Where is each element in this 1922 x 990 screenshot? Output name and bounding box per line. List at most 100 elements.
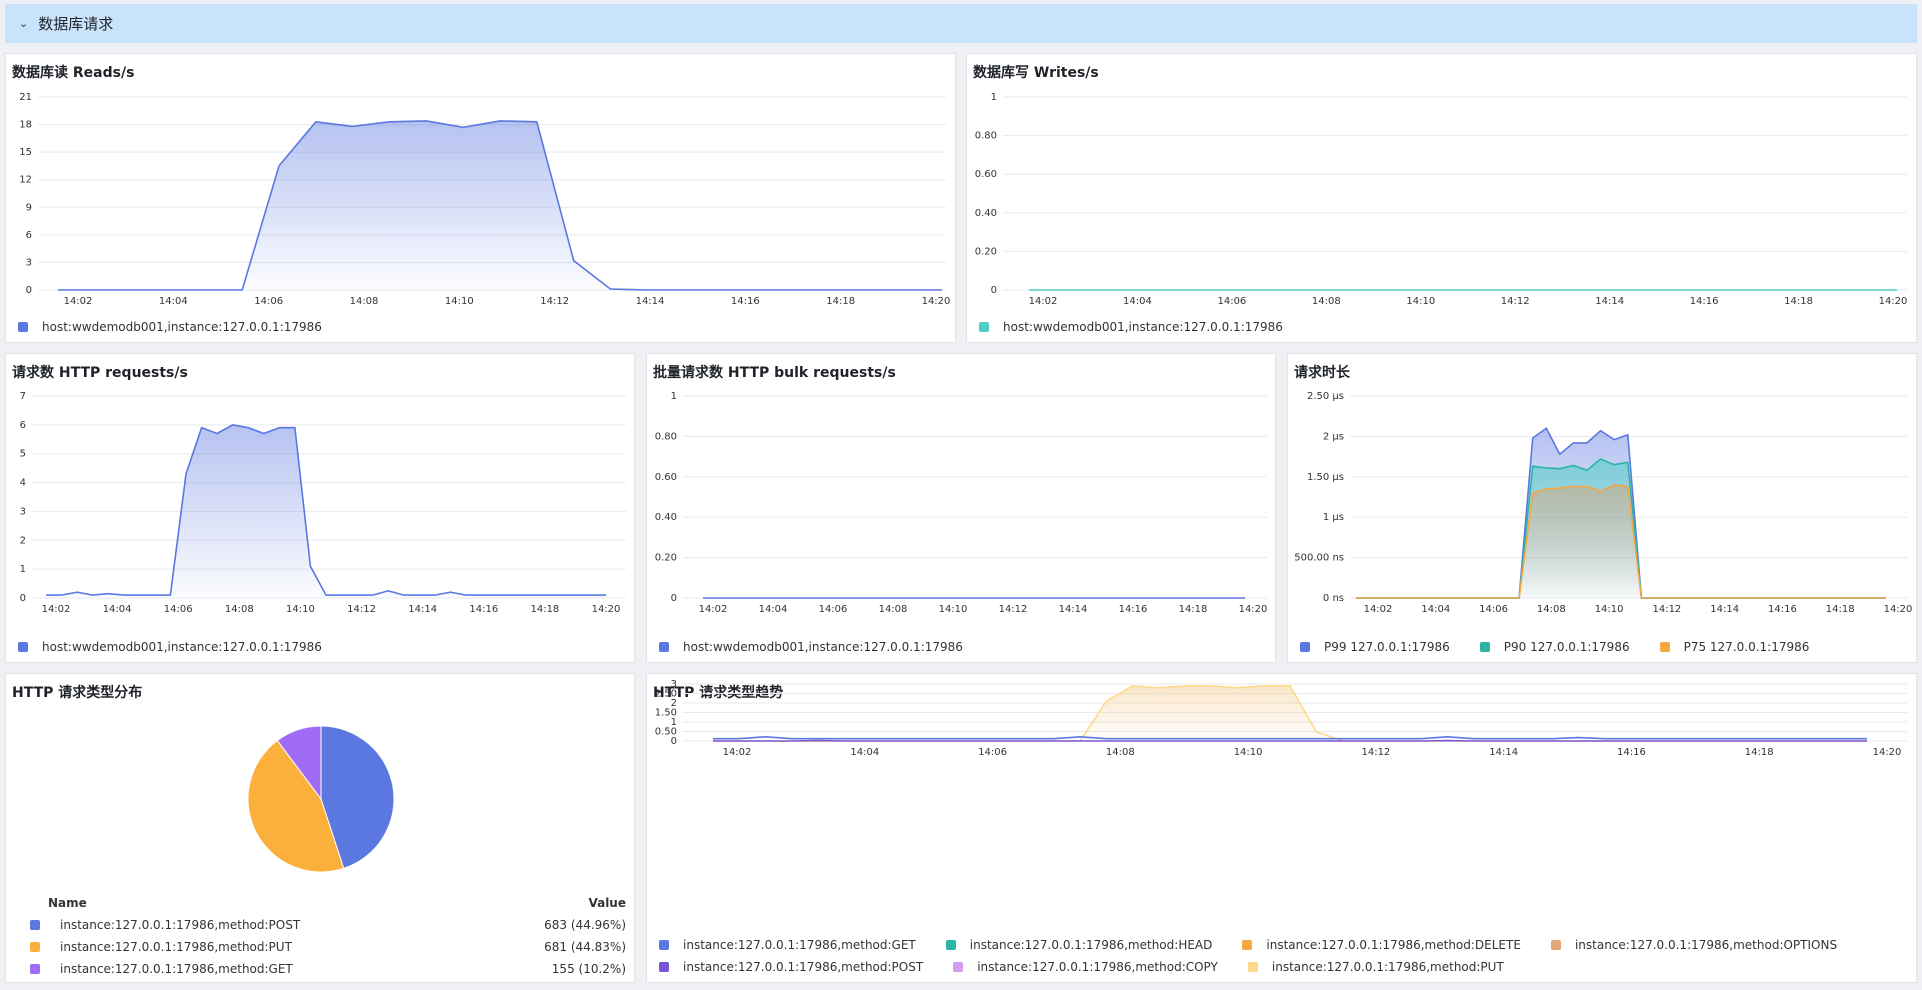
x-tick-label: 14:04 [1421,604,1450,615]
pie-legend-table: Name Value instance:127.0.0.1:17986,meth… [18,892,626,980]
x-tick-label: 14:14 [1059,604,1088,615]
y-tick-label: 1 µs [1323,512,1344,523]
y-tick-label: 12 [19,175,32,186]
legend-item[interactable]: host:wwdemodb001,instance:127.0.0.1:1798… [18,636,322,658]
x-tick-label: 14:10 [1234,747,1263,758]
panel-title: 数据库写 Writes/s [973,65,1099,81]
y-tick-label: 0 ns [1323,593,1344,604]
x-tick-label: 14:06 [819,604,848,615]
y-tick-label: 9 [26,202,32,213]
legend-item[interactable]: host:wwdemodb001,instance:127.0.0.1:1798… [659,636,963,658]
writes-chart: 0 0.20 0.40 0.60 0.80 1 14:02 14:04 14:06 14:08 14… [975,92,1908,307]
legend-item[interactable]: instance:127.0.0.1:17986,method:DELETE [1242,934,1521,956]
x-tick-label: 14:02 [64,296,93,307]
x-tick-label: 14:10 [286,604,315,615]
x-tick-label: 14:02 [1029,296,1058,307]
x-tick-label: 14:08 [879,604,908,615]
x-tick-label: 14:04 [103,604,132,615]
chart-legend: host:wwdemodb001,instance:127.0.0.1:1798… [18,636,352,658]
table-row[interactable]: instance:127.0.0.1:17986,method:PUT 681 … [18,936,626,958]
table-row[interactable]: instance:127.0.0.1:17986,method:GET 155 … [18,958,626,980]
x-tick-label: 14:16 [1768,604,1797,615]
x-tick-label: 14:10 [1595,604,1624,615]
legend-item[interactable]: P99 127.0.0.1:17986 [1300,636,1450,658]
y-tick-label: 0.20 [655,553,677,564]
legend-item[interactable]: instance:127.0.0.1:17986,method:GET [659,934,916,956]
x-tick-label: 14:10 [939,604,968,615]
y-tick-label: 2 µs [1323,431,1344,442]
section-title: 数据库请求 [38,15,114,33]
x-tick-label: 14:20 [592,604,621,615]
y-tick-label: 1.50 µs [1307,472,1344,483]
x-tick-label: 14:04 [850,747,879,758]
x-tick-label: 14:04 [159,296,188,307]
y-tick-label: 2 [20,535,26,546]
chart-legend: host:wwdemodb001,instance:127.0.0.1:1798… [18,316,352,338]
x-tick-label: 14:06 [164,604,193,615]
x-tick-label: 14:16 [1119,604,1148,615]
x-tick-label: 14:14 [1595,296,1624,307]
panel-title: 数据库读 Reads/s [12,65,135,81]
y-tick-label: 0 [20,593,26,604]
x-tick-label: 14:20 [1879,296,1908,307]
legend-item[interactable]: instance:127.0.0.1:17986,method:COPY [953,956,1218,978]
x-tick-label: 14:20 [1873,747,1902,758]
y-tick-label: 6 [26,230,32,241]
y-tick-label: 2.50 µs [1307,391,1344,402]
legend-item[interactable]: P75 127.0.0.1:17986 [1659,636,1809,658]
legend-item[interactable]: host:wwdemodb001,instance:127.0.0.1:1798… [979,316,1283,338]
x-tick-label: 14:18 [1179,604,1208,615]
y-tick-label: 0.20 [975,246,997,257]
series-line [1356,484,1886,599]
x-tick-label: 14:16 [1690,296,1719,307]
panel-db-reads: 数据库读 Reads/s 0 3 6 9 12 15 18 21 14:02 14:04 14:06… [5,53,956,343]
legend-item[interactable]: instance:127.0.0.1:17986,method:OPTIONS [1550,934,1837,956]
x-tick-label: 14:12 [1652,604,1681,615]
legend-item[interactable]: instance:127.0.0.1:17986,method:POST [659,956,923,978]
chart-legend: P99 127.0.0.1:17986 P90 127.0.0.1:17986 … [1300,636,1839,658]
x-tick-label: 14:20 [1884,604,1913,615]
chart-legend: host:wwdemodb001,instance:127.0.0.1:1798… [979,316,1313,338]
panel-request-latency: 请求时长 0 ns 500.00 ns 1 µs 1.50 µs 2 µs 2.50 µs… [1287,353,1917,663]
section-header[interactable]: ⌄ 数据库请求 [5,4,1917,43]
panel-title: 请求数 HTTP requests/s [12,365,188,381]
y-tick-label: 7 [20,391,26,402]
x-tick-label: 14:06 [978,747,1007,758]
y-tick-label: 0.40 [975,208,997,219]
panel-title: HTTP 请求类型分布 [12,685,143,701]
chevron-down-icon[interactable]: ⌄ [19,17,29,30]
x-tick-label: 14:06 [254,296,283,307]
x-tick-label: 14:18 [1784,296,1813,307]
y-tick-label: 3 [20,506,26,517]
legend-item[interactable]: host:wwdemodb001,instance:127.0.0.1:1798… [18,316,322,338]
y-tick-label: 0.80 [975,131,997,142]
legend-item[interactable]: P90 127.0.0.1:17986 [1479,636,1630,658]
x-tick-label: 14:12 [540,296,569,307]
x-tick-label: 14:16 [1617,747,1646,758]
y-tick-label: 2.50 [655,689,677,700]
x-tick-label: 14:20 [922,296,951,307]
y-tick-label: 3 [671,679,677,690]
pie-slice [320,725,395,870]
panel-title: 请求时长 [1294,365,1350,381]
x-tick-label: 14:14 [408,604,437,615]
y-tick-label: 0 [26,285,32,296]
chart-legend: host:wwdemodb001,instance:127.0.0.1:1798… [659,636,993,658]
y-tick-label: 4 [20,478,26,489]
x-tick-label: 14:02 [1364,604,1393,615]
pie-chart [247,725,395,873]
y-tick-label: 6 [20,420,26,431]
x-tick-label: 14:14 [1489,747,1518,758]
x-tick-label: 14:08 [350,296,379,307]
legend-item[interactable]: instance:127.0.0.1:17986,method:PUT [1247,956,1504,978]
table-row[interactable]: instance:127.0.0.1:17986,method:POST 683… [18,914,626,936]
legend-item[interactable]: instance:127.0.0.1:17986,method:HEAD [945,934,1212,956]
y-tick-label: 3 [26,257,32,268]
panel-db-writes: 数据库写 Writes/s 0 0.20 0.40 0.60 0.80 1 14:02 14:… [966,53,1917,343]
y-tick-label: 0.60 [655,472,677,483]
pie-slice [276,725,322,801]
panel-title: 批量请求数 HTTP bulk requests/s [653,365,896,381]
y-tick-label: 2 [671,698,677,709]
x-tick-label: 14:20 [1239,604,1268,615]
